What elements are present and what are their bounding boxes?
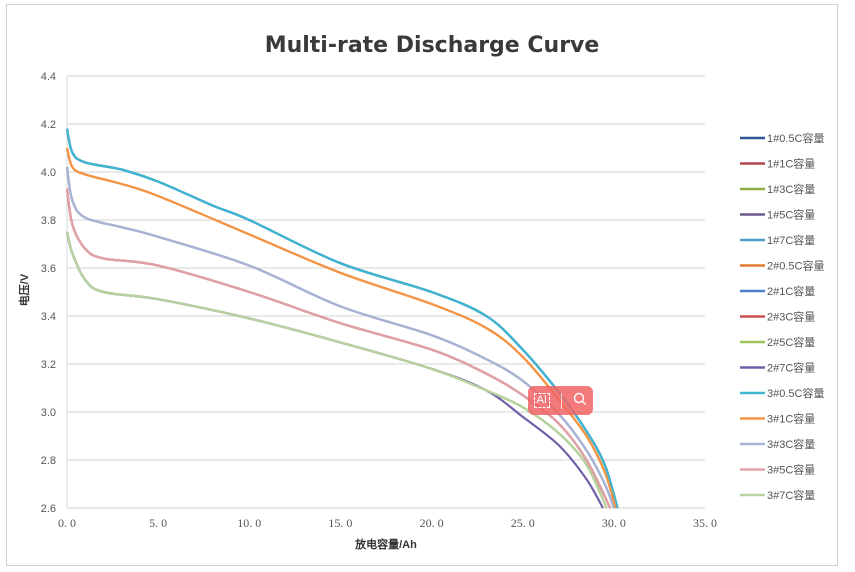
legend-label: 3#3C容量 bbox=[767, 437, 815, 451]
legend-label: 3#7C容量 bbox=[767, 488, 815, 502]
series-line-3#3C容量 bbox=[65, 167, 615, 509]
grid bbox=[66, 75, 705, 509]
chart-title: Multi-rate Discharge Curve bbox=[265, 33, 600, 58]
ai-translate-overlay[interactable]: AI bbox=[528, 386, 593, 415]
series-line-1#7C容量 bbox=[65, 128, 619, 509]
legend-item: 2#1C容量 bbox=[740, 284, 815, 298]
series-line-2#5C容量 bbox=[65, 231, 608, 509]
legend: 1#0.5C容量 1#1C容量 1#3C容量 1#5C容量 1#7C容量 2#0.5C容量… bbox=[740, 131, 824, 502]
series-line-3#7C容量 bbox=[65, 231, 608, 509]
series-line-3#0.5C容量 bbox=[65, 128, 619, 509]
y-tick-label: 4.4 bbox=[41, 71, 56, 83]
legend-label: 1#0.5C容量 bbox=[767, 131, 824, 145]
legend-item: 1#5C容量 bbox=[740, 208, 815, 222]
x-tick-label: 0. 0 bbox=[58, 516, 76, 530]
chart-frame bbox=[6, 4, 838, 566]
search-icon[interactable] bbox=[573, 392, 587, 409]
y-tick-label: 2.8 bbox=[41, 455, 56, 467]
x-tick-label: 20. 0 bbox=[420, 516, 444, 530]
y-tick-label: 3.6 bbox=[41, 263, 56, 275]
legend-item: 1#0.5C容量 bbox=[740, 131, 824, 145]
legend-label: 1#7C容量 bbox=[767, 233, 815, 247]
legend-label: 2#3C容量 bbox=[767, 310, 815, 324]
legend-item: 2#3C容量 bbox=[740, 310, 815, 324]
legend-item: 3#1C容量 bbox=[740, 412, 815, 426]
legend-item: 1#1C容量 bbox=[740, 157, 815, 171]
y-tick-label: 2.6 bbox=[41, 503, 56, 515]
y-tick-label: 3.4 bbox=[41, 311, 56, 323]
legend-label: 2#0.5C容量 bbox=[767, 259, 824, 273]
series-line-2#1C容量 bbox=[65, 128, 619, 509]
series-line-3#5C容量 bbox=[65, 188, 612, 509]
legend-item: 3#5C容量 bbox=[740, 463, 815, 477]
legend-label: 2#5C容量 bbox=[767, 335, 815, 349]
x-axis-label: 放电容量/Ah bbox=[354, 537, 417, 551]
x-ticks: 0. 0 5. 0 10. 0 15. 0 20. 0 25. 0 30. 0 35. 0 bbox=[58, 516, 717, 530]
series-line-3#1C容量 bbox=[65, 147, 617, 509]
legend-label: 3#0.5C容量 bbox=[767, 386, 824, 400]
series-line-2#7C容量 bbox=[65, 231, 604, 509]
legend-label: 2#7C容量 bbox=[767, 361, 815, 375]
legend-item: 1#3C容量 bbox=[740, 182, 815, 196]
legend-item: 3#0.5C容量 bbox=[740, 386, 824, 400]
legend-label: 2#1C容量 bbox=[767, 284, 815, 298]
legend-item: 3#3C容量 bbox=[740, 437, 815, 451]
series-line-1#5C容量 bbox=[65, 167, 615, 509]
y-tick-label: 3.2 bbox=[41, 359, 56, 371]
series-line-1#0.5C容量 bbox=[65, 128, 619, 509]
y-tick-label: 4.2 bbox=[41, 119, 56, 131]
series-line-1#3C容量 bbox=[65, 231, 608, 509]
y-tick-label: 4.0 bbox=[41, 167, 56, 179]
ai-icon[interactable]: AI bbox=[533, 393, 550, 408]
x-tick-label: 35. 0 bbox=[693, 516, 717, 530]
legend-item: 2#7C容量 bbox=[740, 361, 815, 375]
legend-item: 2#0.5C容量 bbox=[740, 259, 824, 273]
overlay-divider bbox=[561, 392, 563, 409]
x-tick-label: 30. 0 bbox=[602, 516, 626, 530]
x-tick-label: 10. 0 bbox=[237, 516, 261, 530]
legend-label: 3#1C容量 bbox=[767, 412, 815, 426]
legend-label: 1#3C容量 bbox=[767, 182, 815, 196]
series-line-2#0.5C容量 bbox=[65, 147, 617, 509]
legend-item: 2#5C容量 bbox=[740, 335, 815, 349]
legend-item: 1#7C容量 bbox=[740, 233, 815, 247]
x-tick-label: 5. 0 bbox=[149, 516, 167, 530]
legend-label: 3#5C容量 bbox=[767, 463, 815, 477]
y-ticks: 2.6 2.8 3.0 3.2 3.4 3.6 3.8 4.0 4.2 4.4 bbox=[41, 71, 56, 515]
legend-item: 3#7C容量 bbox=[740, 488, 815, 502]
x-tick-label: 25. 0 bbox=[511, 516, 535, 530]
legend-label: 1#5C容量 bbox=[767, 208, 815, 222]
y-tick-label: 3.0 bbox=[41, 407, 56, 419]
legend-label: 1#1C容量 bbox=[767, 157, 815, 171]
y-tick-label: 3.8 bbox=[41, 215, 56, 227]
y-axis-label: 电压/V bbox=[17, 273, 31, 306]
x-tick-label: 15. 0 bbox=[328, 516, 352, 530]
series-lines bbox=[65, 128, 619, 509]
